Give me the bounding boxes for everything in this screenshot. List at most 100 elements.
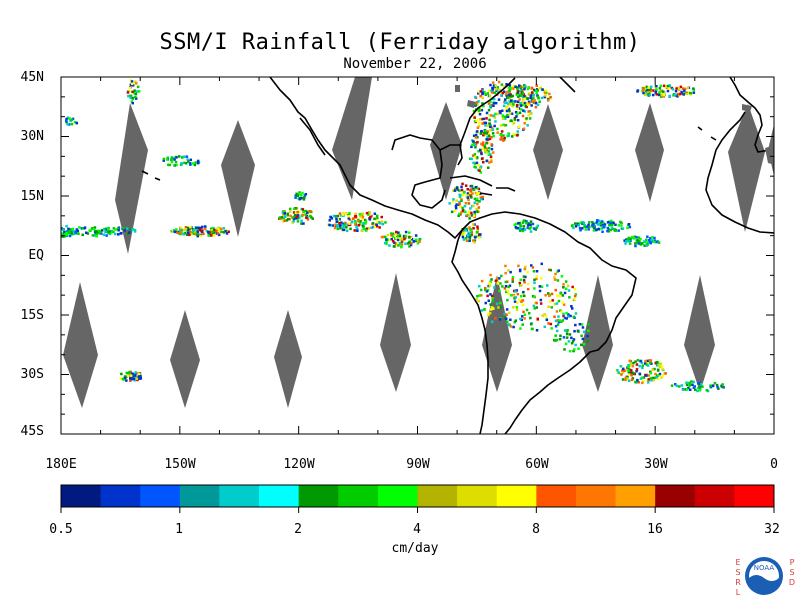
- rain-pixel: [584, 228, 587, 231]
- rain-pixel: [382, 235, 385, 239]
- swath-gap: [582, 275, 613, 392]
- rain-pixel: [651, 236, 654, 239]
- rain-pixel: [516, 88, 519, 91]
- rain-pixel: [630, 371, 633, 375]
- rain-pixel: [637, 236, 641, 239]
- rain-pixel: [512, 87, 515, 90]
- rain-pixel: [514, 100, 517, 103]
- rain-pixel: [592, 229, 596, 232]
- rain-pixel: [682, 388, 685, 391]
- rain-pixel: [494, 112, 497, 116]
- rain-pixel: [490, 158, 493, 161]
- rain-pixel: [635, 368, 639, 371]
- rain-pixel: [494, 279, 498, 282]
- rain-pixel: [184, 226, 188, 229]
- rain-pixel: [548, 294, 551, 297]
- rain-pixel: [556, 319, 560, 322]
- rain-pixel: [535, 91, 538, 95]
- rain-pixel: [219, 227, 223, 231]
- coastline: [299, 117, 326, 156]
- rain-pixel: [334, 223, 337, 226]
- rain-pixel: [525, 220, 528, 223]
- rain-pixel: [367, 213, 370, 216]
- rain-pixel: [523, 94, 526, 98]
- rain-pixel: [496, 88, 499, 91]
- rain-pixel: [665, 85, 668, 88]
- rain-pixel: [551, 299, 554, 302]
- rain-pixel: [61, 228, 65, 231]
- rain-pixel: [643, 362, 647, 365]
- rain-pixel: [648, 361, 652, 365]
- rain-pixel: [697, 386, 700, 390]
- rain-pixel: [468, 213, 472, 216]
- rain-pixel: [679, 85, 683, 89]
- rain-pixel: [138, 90, 141, 93]
- rain-pixel: [119, 377, 123, 380]
- rain-pixel: [287, 217, 290, 221]
- rain-pixel: [580, 343, 583, 347]
- rain-pixel: [474, 136, 478, 139]
- rain-pixel: [207, 231, 210, 234]
- rain-pixel: [521, 303, 525, 307]
- rain-pixel: [403, 237, 406, 241]
- rain-pixel: [74, 230, 77, 234]
- rain-pixel: [480, 198, 483, 201]
- rain-pixel: [65, 224, 68, 228]
- rain-pixel: [177, 232, 181, 235]
- rain-pixel: [582, 343, 586, 346]
- rain-pixel: [490, 278, 493, 281]
- rain-pixel: [521, 95, 525, 99]
- rain-pixel: [355, 227, 359, 231]
- rain-pixel: [359, 215, 362, 218]
- rain-pixel: [376, 216, 379, 220]
- lon-label: 180E: [45, 457, 77, 472]
- rain-pixel: [634, 244, 637, 248]
- rain-pixel: [698, 383, 701, 387]
- rain-pixel: [291, 216, 294, 219]
- rain-pixel: [482, 117, 486, 121]
- rain-pixel: [107, 228, 110, 231]
- rain-pixel: [301, 191, 304, 195]
- rain-pixel: [385, 242, 388, 245]
- rain-pixel: [90, 227, 94, 230]
- rain-pixel: [362, 227, 365, 231]
- rain-pixel: [489, 104, 492, 108]
- rain-pixel: [658, 90, 662, 94]
- rain-pixel: [521, 92, 525, 95]
- rain-pixel: [628, 242, 632, 245]
- rain-pixel: [186, 226, 189, 230]
- rain-pixel: [655, 375, 658, 379]
- rain-pixel: [66, 123, 69, 126]
- rain-pixel: [476, 295, 479, 298]
- rain-pixel: [509, 270, 512, 274]
- rain-pixel: [642, 89, 645, 92]
- rain-pixel: [655, 93, 658, 96]
- rain-pixel: [697, 382, 700, 385]
- rain-pixel: [392, 241, 396, 244]
- rain-pixel: [477, 163, 480, 167]
- rain-pixel: [361, 224, 365, 228]
- rain-pixel: [486, 294, 489, 298]
- rain-pixel: [479, 132, 483, 135]
- rain-pixel: [61, 235, 64, 238]
- rain-pixel: [528, 113, 531, 117]
- rain-pixel: [535, 306, 538, 309]
- rain-pixel: [88, 229, 91, 232]
- rain-pixel: [300, 222, 303, 225]
- rain-pixel: [558, 294, 562, 298]
- rain-pixel: [461, 182, 464, 186]
- rain-pixel: [338, 224, 342, 227]
- rain-pixel: [532, 94, 535, 97]
- rain-pixel: [476, 168, 480, 172]
- rain-pixel: [518, 269, 522, 273]
- colorbar-tick-label: 16: [647, 522, 663, 537]
- rain-pixel: [453, 209, 457, 213]
- rain-pixel: [659, 362, 663, 366]
- rain-pixel: [468, 231, 472, 235]
- rain-pixel: [496, 131, 499, 134]
- rain-pixel: [668, 94, 671, 98]
- rain-pixel: [399, 239, 402, 242]
- rain-pixel: [556, 323, 560, 326]
- rain-pixel: [487, 146, 491, 150]
- colorbar-swatch: [575, 485, 617, 507]
